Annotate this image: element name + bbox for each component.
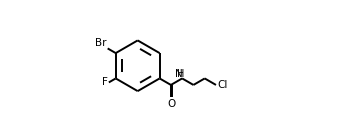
Text: Br: Br xyxy=(95,38,107,48)
Text: F: F xyxy=(102,77,108,87)
Text: Cl: Cl xyxy=(217,80,227,90)
Text: N: N xyxy=(175,69,183,79)
Text: H: H xyxy=(177,69,184,79)
Text: O: O xyxy=(167,99,176,109)
